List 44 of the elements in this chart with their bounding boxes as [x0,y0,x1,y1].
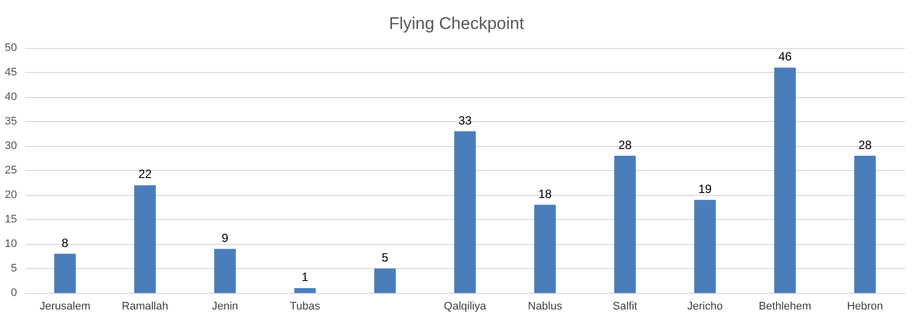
bar [374,268,396,293]
x-tick-label: Ramallah [122,300,168,312]
y-tick-label: 25 [4,164,17,176]
data-label: 5 [382,250,389,264]
x-tick-label: Bethlehem [758,300,812,312]
bar [454,131,476,293]
bar [54,254,76,293]
x-tick-label: Nablus [528,300,563,312]
bar [614,156,636,293]
data-label: 28 [858,138,872,152]
y-tick-label: 5 [10,262,17,274]
x-tick-label: Jericho [687,300,723,312]
x-tick-label: Qalqiliya [444,300,487,312]
x-tick-label: Tubas [290,300,321,312]
y-tick-label: 40 [4,91,17,103]
x-tick-label: Hebron [846,300,884,312]
bar [774,68,796,293]
data-label: 9 [222,230,229,245]
data-label: 1 [302,270,309,284]
bar [294,288,316,293]
bar [854,156,876,293]
y-tick-label: 0 [10,287,17,299]
data-label: 33 [458,113,472,128]
y-tick-label: 15 [4,214,17,226]
chart-title: Flying Checkpoint [388,14,524,33]
y-tick-label: 45 [4,66,17,78]
data-label: 22 [138,167,152,182]
y-tick-label: 35 [4,116,17,128]
y-tick-label: 50 [4,42,17,54]
bar [534,204,556,293]
y-tick-label: 20 [4,189,17,201]
data-label: 46 [778,50,792,64]
y-tick-label: 10 [4,238,17,250]
data-label: 19 [698,182,712,196]
data-label: 8 [62,236,69,250]
y-tick-label: 30 [4,140,17,152]
bar [694,200,716,293]
x-tick-label: Jerusalem [40,300,90,312]
bar [134,185,156,293]
x-tick-label: Salfit [612,300,638,312]
data-label: 28 [618,138,632,152]
bar [214,248,236,293]
x-tick-label: Jenin [212,300,238,312]
data-label: 18 [538,186,552,201]
